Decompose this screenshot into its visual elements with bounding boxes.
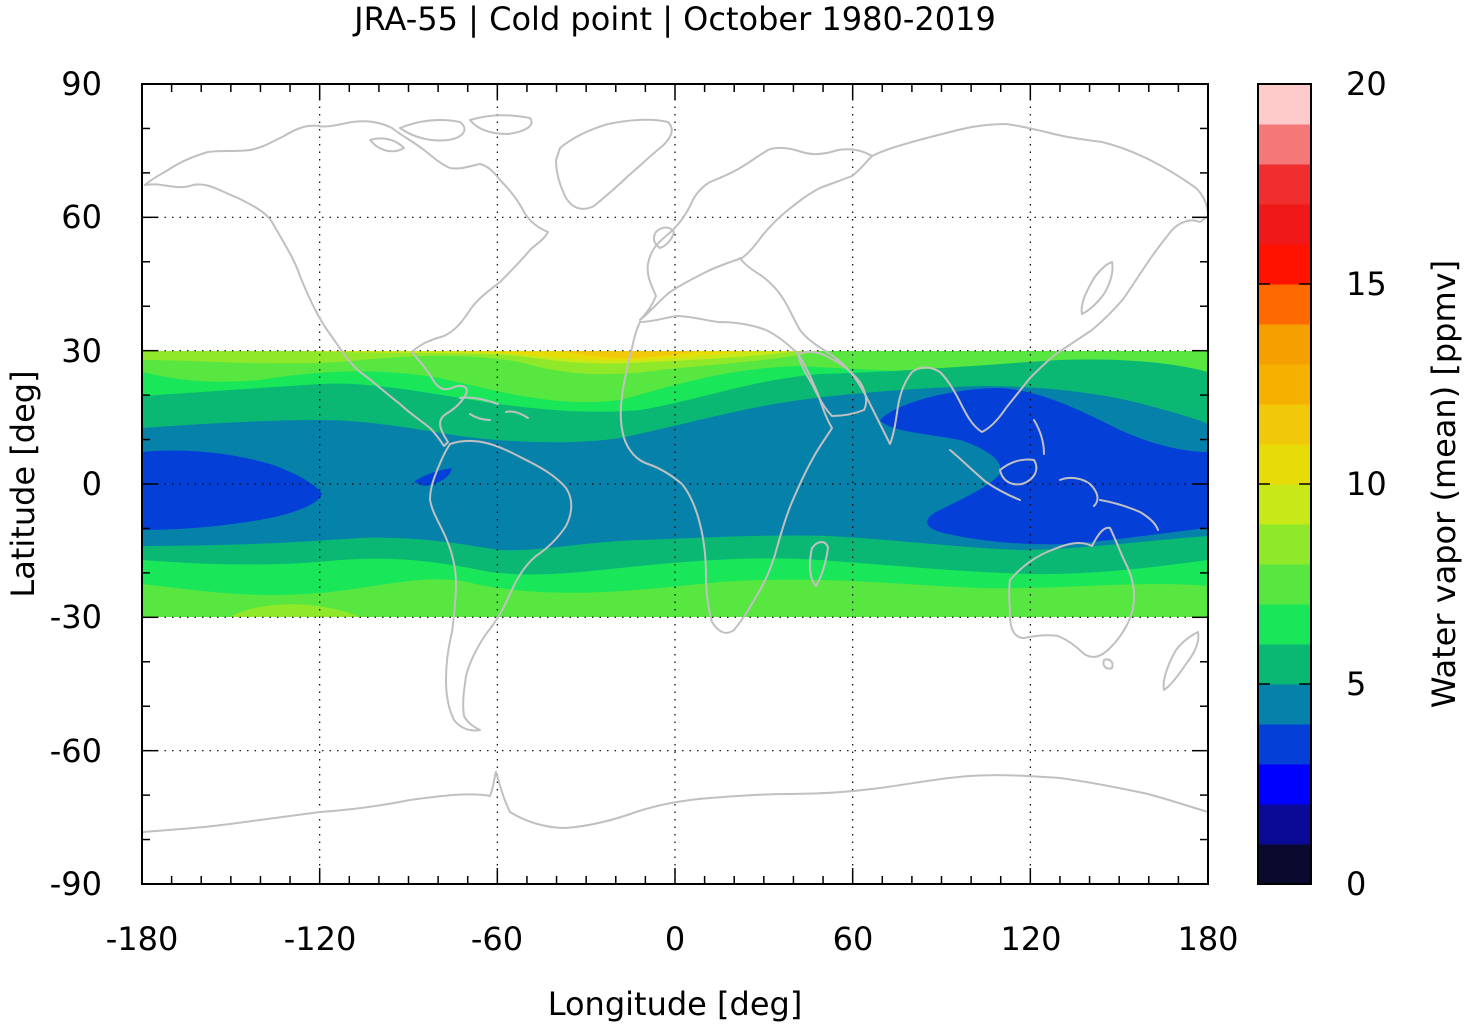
- x-tick-label: 180: [1177, 920, 1238, 958]
- colorbar-tick-label: 15: [1346, 265, 1387, 303]
- coast-tasmania: [1102, 658, 1114, 670]
- colorbar-swatch: [1258, 124, 1311, 165]
- chart-title: JRA-55 | Cold point | October 1980-2019: [352, 0, 996, 38]
- x-axis: -180 -120 -60 0 60 120 180 Longitude [de…: [106, 920, 1239, 1023]
- y-tick-label: -90: [50, 865, 102, 903]
- coast-southeast-asia: [949, 419, 1159, 531]
- coast-australia: [1008, 526, 1135, 658]
- y-tick-label: -30: [50, 598, 102, 636]
- coast-arabia: [797, 350, 868, 417]
- colorbar-swatch: [1258, 284, 1311, 325]
- colorbar-swatch: [1258, 204, 1311, 245]
- colorbar-tick-label: 0: [1346, 865, 1366, 903]
- coast-antarctica: [142, 771, 1208, 833]
- field-level-4-east: [880, 388, 1208, 545]
- y-axis-label: Latitude [deg]: [4, 370, 42, 597]
- colorbar-label: Water vapor (mean) [ppmv]: [1425, 260, 1463, 708]
- colorbar-swatch: [1258, 844, 1311, 885]
- coast-greenland: [555, 118, 673, 210]
- colorbar: 0 5 10 15 20 Water vapor (mean) [ppmv]: [1257, 65, 1463, 903]
- colorbar-tick-label: 20: [1346, 65, 1387, 103]
- coast-north-america: [144, 120, 549, 447]
- x-tick-label: -120: [284, 920, 357, 958]
- x-tick-label: -60: [471, 920, 523, 958]
- coast-uk: [652, 226, 675, 249]
- colorbar-swatch: [1258, 244, 1311, 285]
- field-level-8-south: [142, 579, 1208, 617]
- field-level-9-south: [230, 604, 360, 617]
- coast-new-zealand: [1162, 631, 1200, 691]
- coast-europe: [639, 146, 873, 321]
- grid: [142, 84, 1208, 884]
- coast-caribbean: [459, 396, 529, 421]
- axis-ticks: [141, 83, 1209, 885]
- x-axis-label: Longitude [deg]: [548, 985, 803, 1023]
- y-axis: 90 60 30 0 -30 -60 -90 Latitude [deg]: [4, 65, 102, 903]
- colorbar-swatch: [1258, 444, 1311, 485]
- colorbar-swatch: [1258, 804, 1311, 845]
- colorbar-swatch: [1258, 724, 1311, 765]
- colorbar-swatch: [1258, 604, 1311, 645]
- colorbar-swatch: [1258, 524, 1311, 565]
- coast-arctic-islands: [369, 114, 533, 153]
- colorbar-swatch: [1258, 764, 1311, 805]
- y-tick-label: 0: [82, 465, 102, 503]
- coast-madagascar: [808, 541, 829, 587]
- x-tick-label: -180: [106, 920, 179, 958]
- colorbar-swatch: [1258, 484, 1311, 525]
- y-tick-label: 60: [61, 198, 102, 236]
- field-level-4-west: [142, 450, 322, 530]
- x-tick-label: 60: [833, 920, 874, 958]
- coast-japan: [1080, 261, 1114, 315]
- x-tick-label: 120: [1000, 920, 1061, 958]
- x-tick-label: 0: [665, 920, 685, 958]
- colorbar-swatch: [1258, 84, 1311, 125]
- y-tick-label: 90: [61, 65, 102, 103]
- colorbar-swatch: [1258, 644, 1311, 685]
- coast-africa: [619, 315, 833, 634]
- colorbar-ticks: [1258, 83, 1311, 885]
- y-tick-label: -60: [50, 732, 102, 770]
- colorbar-swatch: [1258, 324, 1311, 365]
- y-tick-label: 30: [61, 332, 102, 370]
- colorbar-swatch: [1258, 684, 1311, 725]
- colorbar-tick-label: 5: [1346, 665, 1366, 703]
- colorbar-tick-label: 10: [1346, 465, 1387, 503]
- colorbar-swatch: [1258, 404, 1311, 445]
- colorbar-swatch: [1258, 164, 1311, 205]
- coastlines: [142, 114, 1208, 833]
- colorbar-swatch: [1258, 364, 1311, 405]
- colorbar-swatch: [1258, 564, 1311, 605]
- field-level-4-amazon: [414, 468, 452, 486]
- colorbar-swatches: [1258, 84, 1311, 885]
- coast-south-america: [429, 440, 573, 732]
